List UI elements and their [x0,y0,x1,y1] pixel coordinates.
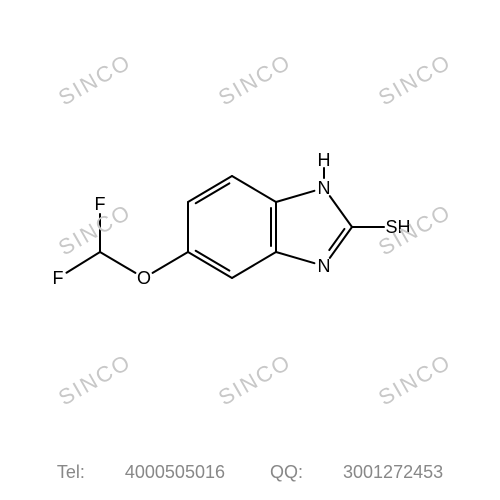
contact-bar: Tel:4000505016 QQ:3001272453 [0,462,500,483]
contact-tel: Tel:4000505016 [57,462,225,482]
atom-label-n: N [318,179,331,197]
atom-label-f: F [53,269,64,287]
molecule-bonds [0,0,500,500]
atom-label-n: N [318,257,331,275]
atom-label-h: H [318,151,331,169]
contact-qq: QQ:3001272453 [270,462,443,482]
atom-label-o: O [137,269,151,287]
figure-canvas: NNHSHOFF SINCOSINCOSINCOSINCOSINCOSINCOS… [0,0,500,500]
atom-label-f: F [95,195,106,213]
atom-label-sh: SH [385,218,410,236]
